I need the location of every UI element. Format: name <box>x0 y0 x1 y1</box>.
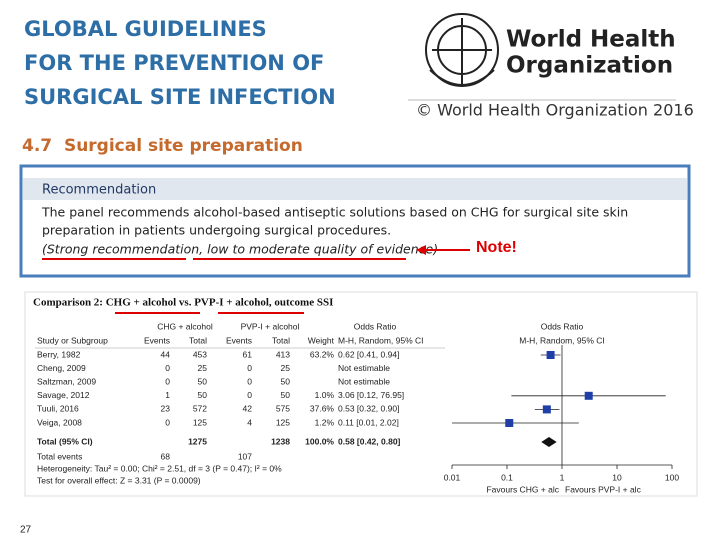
table-cell: 1.0% <box>315 390 335 400</box>
estimate-label: 0.62 [0.41, 0.94] <box>338 349 399 359</box>
forest-title: Comparison 2: CHG + alcohol vs. PVP-I + … <box>33 297 333 309</box>
table-cell: 1 <box>165 390 170 400</box>
group-header: Odds Ratio <box>541 321 584 331</box>
group-header: Odds Ratio <box>354 321 397 331</box>
heterogeneity: Heterogeneity: Tau² = 0.00; Chi² = 2.51,… <box>37 463 282 473</box>
group-header: CHG + alcohol <box>157 321 213 331</box>
title-line: SURGICAL SITE INFECTION <box>24 85 336 109</box>
table-cell: Tuuli, 2016 <box>37 404 79 414</box>
recommendation-text: (Strong recommendation, low to moderate … <box>42 242 438 257</box>
table-cell: 25 <box>198 363 208 373</box>
note: Note! <box>476 239 517 256</box>
table-cell: 0 <box>165 417 170 427</box>
table-cell: 125 <box>276 417 290 427</box>
recommendation-text: The panel recommends alcohol-based antis… <box>41 205 628 220</box>
table-cell: 453 <box>193 349 207 359</box>
table-cell: 575 <box>276 404 290 414</box>
table-cell: 50 <box>198 390 208 400</box>
table-cell: 61 <box>243 349 253 359</box>
who-name: Organization <box>506 53 673 79</box>
point-estimate <box>584 391 593 400</box>
x-tick-label: 10 <box>612 472 622 482</box>
table-cell: 37.6% <box>310 404 335 414</box>
overall-effect: Test for overall effect: Z = 3.31 (P = 0… <box>37 475 201 485</box>
recommendation-text: preparation in patients undergoing surgi… <box>42 223 391 238</box>
estimate-label: 0.53 [0.32, 0.90] <box>338 404 399 414</box>
table-cell: Cheng, 2009 <box>37 363 86 373</box>
table-cell: 107 <box>238 451 252 461</box>
title-line: FOR THE PREVENTION OF <box>24 51 324 75</box>
table-cell: 0 <box>165 376 170 386</box>
group-header: PVP-I + alcohol <box>241 321 300 331</box>
forest-plot: CHG + alcohol PVP-I + alcohol Odds Ratio Od… <box>35 321 679 494</box>
favours-label: Favours PVP-I + alc <box>565 484 642 494</box>
copyright: © World Health Organization 2016 <box>416 101 694 120</box>
point-estimate <box>546 351 555 359</box>
favours-label: Favours CHG + alc <box>486 484 559 494</box>
table-cell: Veiga, 2008 <box>37 417 82 427</box>
column-header: Events <box>144 335 170 345</box>
x-tick-label: 0.01 <box>444 472 461 482</box>
table-cell: 50 <box>281 390 291 400</box>
table-cell: Total events <box>37 451 82 461</box>
table-cell: Berry, 1982 <box>37 349 81 359</box>
table-cell: 63.2% <box>310 349 335 359</box>
x-tick-label: 100 <box>665 472 679 482</box>
page-number: 27 <box>20 525 32 536</box>
estimate-label: Not estimable <box>338 376 390 386</box>
point-estimate <box>505 419 514 427</box>
table-cell: Saltzman, 2009 <box>37 376 96 386</box>
recommendation-header <box>23 178 687 200</box>
table-cell: 125 <box>193 417 207 427</box>
column-header: Study or Subgroup <box>37 335 108 345</box>
who-emblem <box>425 13 499 87</box>
table-cell: 4 <box>247 417 252 427</box>
table-cell: 50 <box>198 376 208 386</box>
who-name: World Health <box>506 27 676 53</box>
estimate-label: 0.11 [0.01, 2.02] <box>338 417 399 427</box>
table-cell: 68 <box>161 451 171 461</box>
title-line: GLOBAL GUIDELINES <box>24 17 267 41</box>
column-header: Events <box>226 335 252 345</box>
table-cell: 100.0% <box>305 436 334 446</box>
table-cell: Total (95% CI) <box>37 436 93 446</box>
arrow-head <box>416 245 426 255</box>
table-cell: 44 <box>161 349 171 359</box>
x-tick-label: 1 <box>560 472 565 482</box>
table-cell: 23 <box>161 404 171 414</box>
table-cell: 42 <box>243 404 253 414</box>
estimate-label: 3.06 [0.12, 76.95] <box>338 390 404 400</box>
table-cell: 413 <box>276 349 290 359</box>
table-cell: Savage, 2012 <box>37 390 90 400</box>
table-cell: 0 <box>247 363 252 373</box>
table-cell: 1275 <box>188 436 207 446</box>
table-cell: 1238 <box>271 436 290 446</box>
table-cell: 0 <box>247 390 252 400</box>
estimate-label: 0.58 [0.42, 0.80] <box>338 436 401 446</box>
x-tick-label: 0.1 <box>501 472 513 482</box>
table-cell: 572 <box>193 404 207 414</box>
estimate-label: Not estimable <box>338 363 390 373</box>
table-cell: 50 <box>281 376 291 386</box>
section-heading: 4.7 Surgical site preparation <box>22 136 303 156</box>
pooled-diamond <box>541 437 557 447</box>
column-header: Total <box>272 335 290 345</box>
table-cell: 25 <box>281 363 291 373</box>
point-estimate <box>542 405 551 414</box>
column-header: M-H, Random, 95% CI <box>519 335 605 345</box>
table-cell: 0 <box>165 363 170 373</box>
table-cell: 1.2% <box>315 417 335 427</box>
column-header: M-H, Random, 95% CI <box>338 335 424 345</box>
table-cell: 0 <box>247 376 252 386</box>
recommendation-heading: Recommendation <box>42 183 156 198</box>
column-header: Weight <box>308 335 335 345</box>
column-header: Total <box>189 335 207 345</box>
